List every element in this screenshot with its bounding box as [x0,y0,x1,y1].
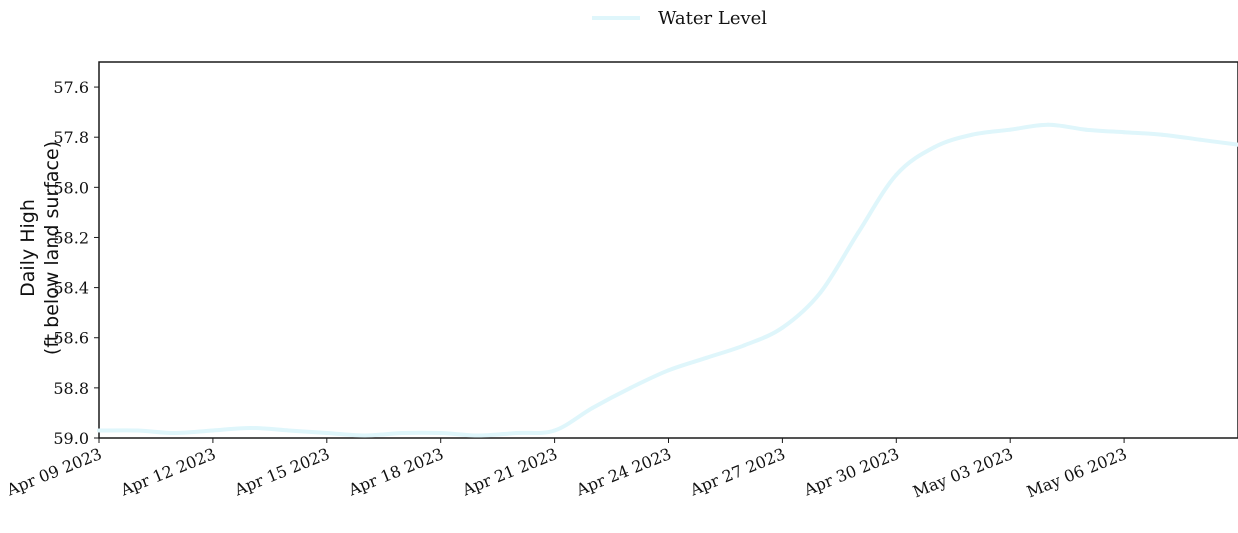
legend-label: Water Level [658,8,767,29]
data-point [514,431,519,435]
plot-frame [98,61,1238,439]
data-point [742,343,747,348]
y-tick-label: 57.6 [53,78,89,97]
y-tick-label: 58.6 [53,329,89,348]
data-point [286,428,291,433]
y-tick-label: 58.4 [53,279,89,298]
data-point [818,290,823,295]
data-point [1198,137,1202,142]
data-point [172,431,177,435]
data-point [628,385,633,390]
y-tick-label: 57.8 [53,128,89,147]
y-axis-label-line-2: (ft below land surface) [41,141,63,355]
data-point [210,428,215,433]
data-point [97,428,101,433]
data-point [666,368,671,373]
x-tick-label: May 03 2023 [910,444,1016,501]
data-point [704,355,709,360]
data-point [590,405,595,410]
data-point [1008,127,1013,132]
data-point [856,230,861,235]
data-point [362,433,367,438]
legend: Water Level [592,8,767,29]
data-point [324,431,329,435]
x-tick-label: Apr 12 2023 [117,444,218,500]
data-point [932,145,937,150]
y-tick-label: 59.0 [53,429,89,448]
x-tick-label: Apr 18 2023 [345,444,446,500]
data-point [1160,132,1165,137]
x-tick-label: Apr 21 2023 [459,444,560,500]
series-layer [97,122,1238,438]
x-tick-label: Apr 09 2023 [3,444,104,500]
y-tick-label: 58.0 [53,178,89,197]
y-tick-label: 58.8 [53,379,89,398]
data-point [1122,130,1127,135]
data-point [400,431,405,435]
data-point [135,428,139,433]
data-point [970,132,975,137]
data-point [1084,127,1089,132]
x-tick-label: Apr 27 2023 [686,444,787,500]
x-tick-label: May 06 2023 [1024,444,1130,501]
data-point [780,325,785,330]
series-line-water-level [97,122,1238,438]
x-tick-label: Apr 15 2023 [231,444,332,500]
data-point [1046,122,1051,127]
y-axis-label-line-1: Daily High [17,199,39,297]
x-tick-label: Apr 24 2023 [573,444,674,500]
y-axis-label: Daily High (ft below land surface) [17,141,63,355]
x-axis-ticks: Apr 09 2023 Apr 12 2023 Apr 15 2023 Apr 18 … [3,438,1130,501]
y-tick-label: 58.2 [53,228,89,247]
data-point [894,172,899,177]
data-point [438,431,443,435]
data-point [552,428,557,433]
x-tick-label: Apr 30 2023 [800,444,901,500]
y-axis-ticks: 57.6 57.8 58.0 58.2 58.4 58.6 58.8 59.0 [53,78,99,448]
data-point [476,433,481,438]
data-point [248,426,253,430]
